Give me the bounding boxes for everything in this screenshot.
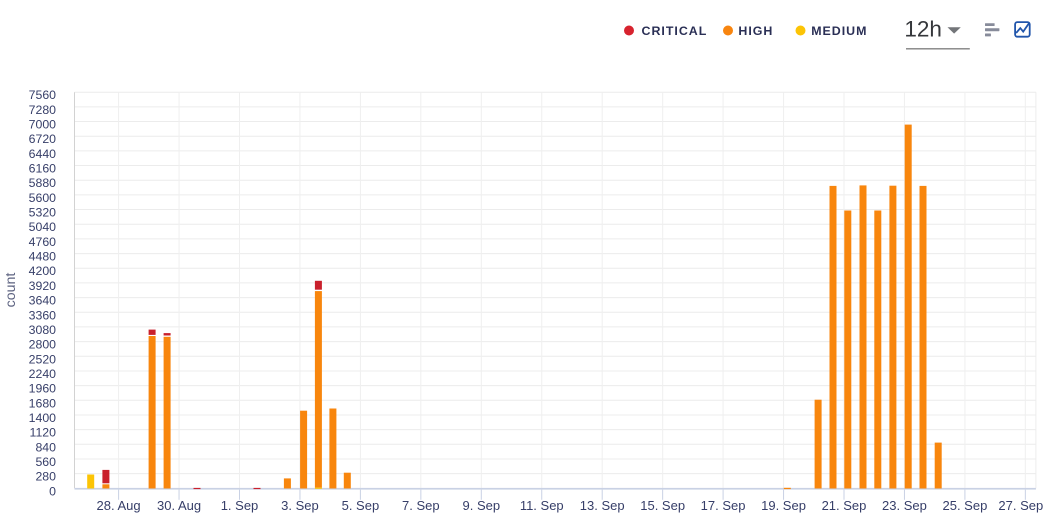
svg-text:840: 840	[35, 440, 56, 454]
svg-text:21. Sep: 21. Sep	[822, 498, 867, 513]
svg-text:7280: 7280	[29, 103, 57, 117]
svg-text:HIGH: HIGH	[738, 24, 773, 38]
svg-text:30. Aug: 30. Aug	[157, 498, 201, 513]
svg-text:1. Sep: 1. Sep	[221, 498, 259, 513]
svg-text:11. Sep: 11. Sep	[520, 498, 564, 513]
svg-text:1120: 1120	[30, 426, 57, 440]
svg-text:19. Sep: 19. Sep	[761, 498, 806, 513]
svg-text:5. Sep: 5. Sep	[342, 498, 380, 513]
svg-text:5320: 5320	[29, 206, 57, 220]
svg-text:4480: 4480	[29, 250, 57, 264]
svg-text:3360: 3360	[29, 308, 57, 322]
svg-text:7560: 7560	[29, 88, 57, 102]
svg-text:1680: 1680	[29, 396, 57, 410]
svg-text:13. Sep: 13. Sep	[580, 498, 625, 513]
svg-text:3640: 3640	[29, 294, 57, 308]
svg-text:5040: 5040	[29, 220, 57, 234]
svg-text:23. Sep: 23. Sep	[882, 498, 927, 513]
svg-text:1960: 1960	[29, 382, 57, 396]
svg-text:6160: 6160	[29, 162, 57, 176]
svg-text:1400: 1400	[29, 411, 57, 425]
svg-text:27. Sep: 27. Sep	[998, 498, 1043, 513]
svg-text:count: count	[3, 273, 19, 308]
svg-text:2240: 2240	[29, 367, 57, 381]
svg-text:3920: 3920	[29, 279, 57, 293]
svg-text:7000: 7000	[29, 118, 57, 132]
svg-text:9. Sep: 9. Sep	[463, 498, 501, 513]
svg-text:6440: 6440	[29, 147, 57, 161]
svg-text:560: 560	[35, 455, 56, 469]
svg-text:5600: 5600	[29, 191, 57, 205]
svg-text:280: 280	[35, 470, 56, 484]
svg-text:28. Aug: 28. Aug	[97, 498, 141, 513]
svg-text:5880: 5880	[29, 176, 57, 190]
svg-text:4200: 4200	[29, 264, 57, 278]
svg-text:3. Sep: 3. Sep	[281, 498, 319, 513]
svg-text:7. Sep: 7. Sep	[402, 498, 440, 513]
svg-text:0: 0	[49, 484, 56, 498]
svg-text:2800: 2800	[29, 338, 57, 352]
svg-text:6720: 6720	[29, 132, 57, 146]
svg-text:4760: 4760	[29, 235, 57, 249]
svg-text:CRITICAL: CRITICAL	[642, 24, 708, 38]
svg-text:12h: 12h	[904, 16, 942, 41]
svg-text:15. Sep: 15. Sep	[640, 498, 685, 513]
svg-text:MEDIUM: MEDIUM	[811, 24, 867, 38]
svg-text:17. Sep: 17. Sep	[701, 498, 746, 513]
svg-text:3080: 3080	[29, 323, 57, 337]
svg-text:25. Sep: 25. Sep	[942, 498, 987, 513]
svg-text:2520: 2520	[29, 352, 57, 366]
